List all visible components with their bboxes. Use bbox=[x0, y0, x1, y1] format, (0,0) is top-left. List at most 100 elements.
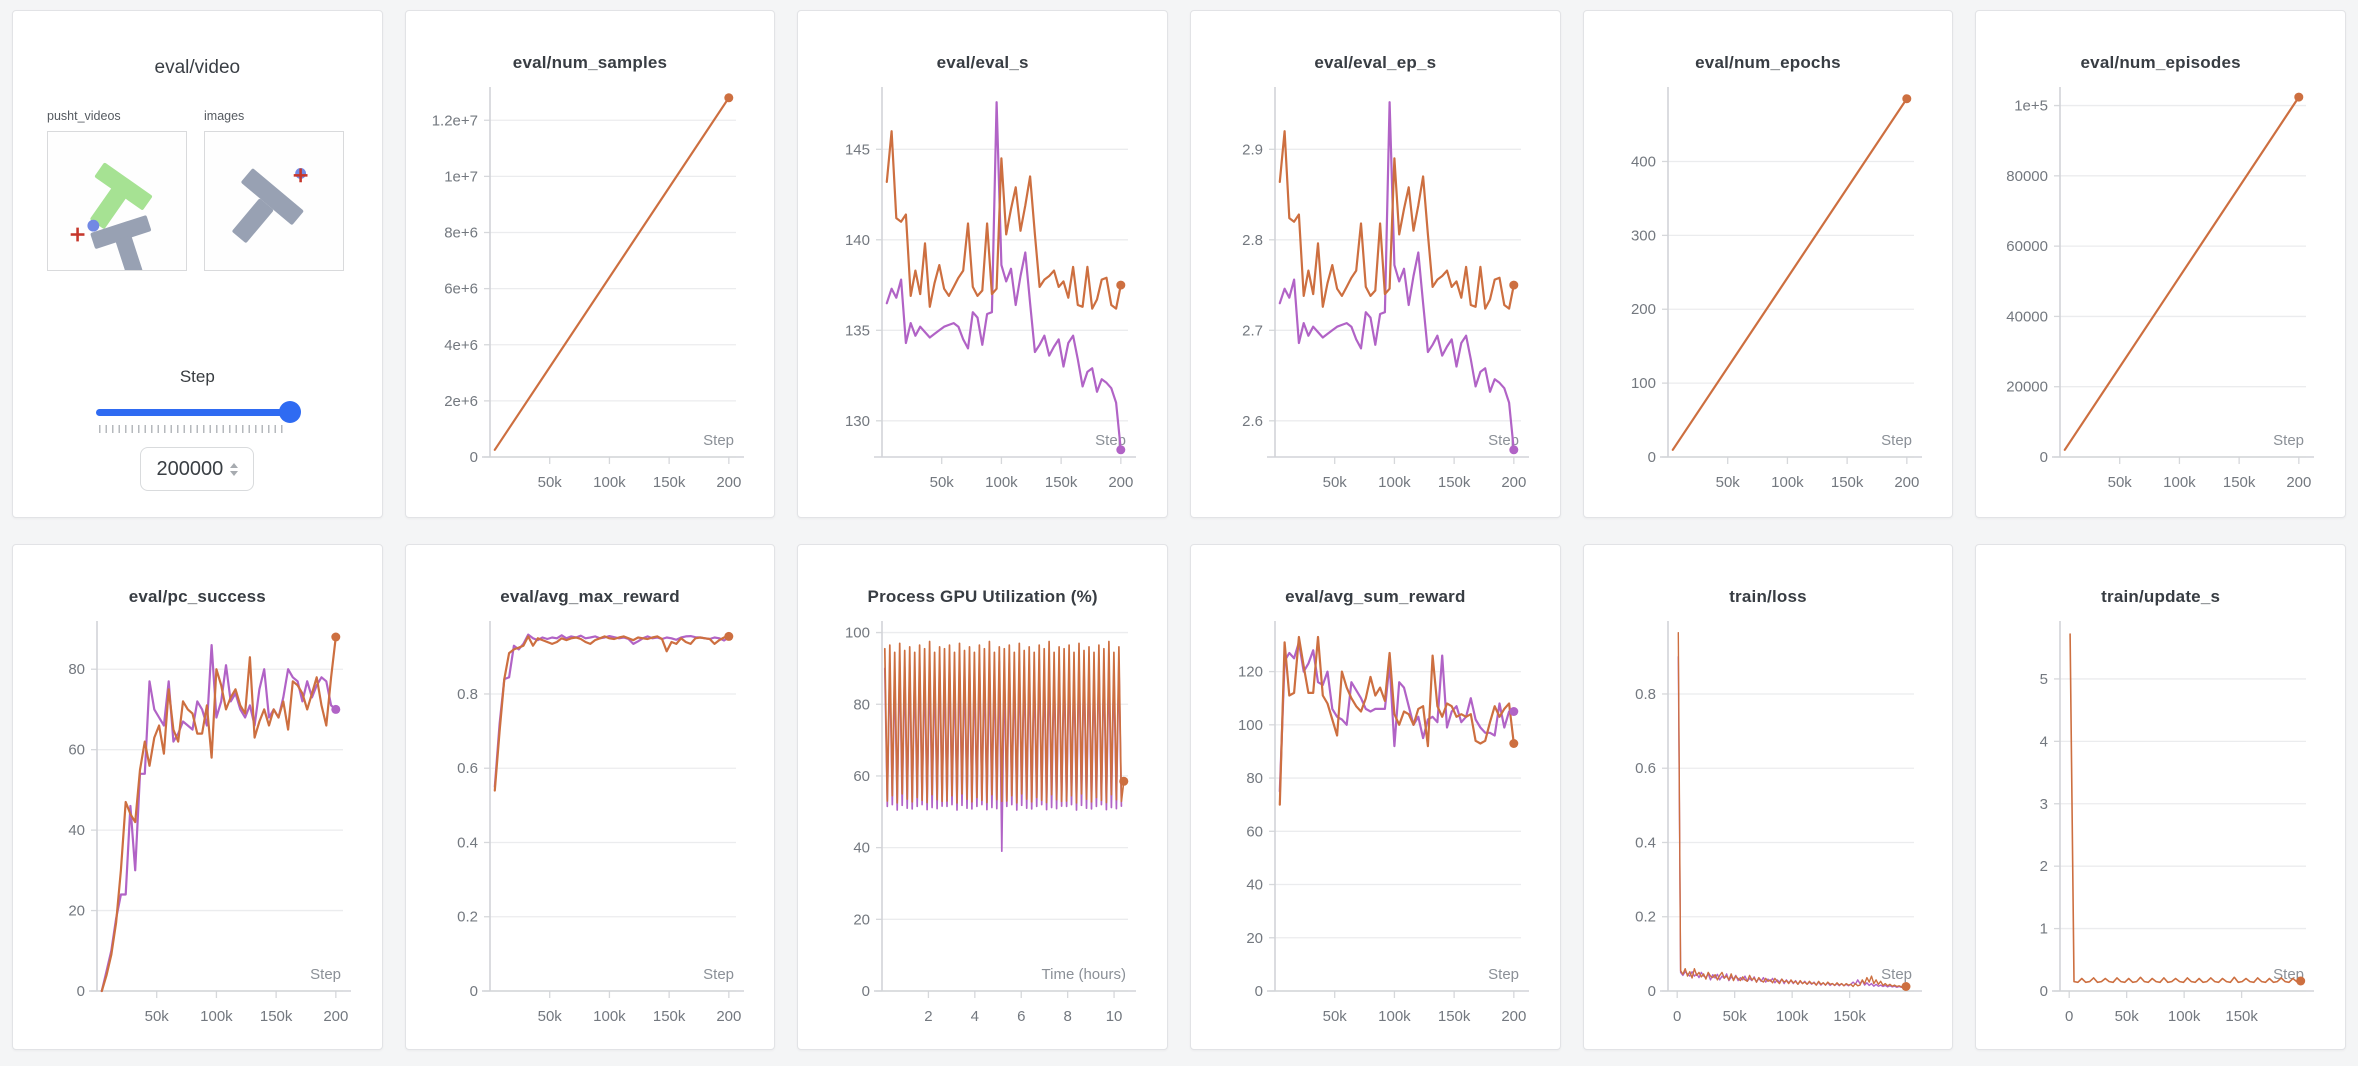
svg-text:100k: 100k bbox=[2163, 474, 2196, 491]
chart-title: eval/num_samples bbox=[512, 53, 668, 72]
stepper-arrows-icon[interactable] bbox=[230, 462, 239, 476]
step-value-input[interactable]: 200000 bbox=[140, 447, 255, 491]
chart-title: Process GPU Utilization (%) bbox=[867, 587, 1098, 606]
media-key-label: images bbox=[204, 109, 245, 123]
media-key-label: pusht_videos bbox=[47, 109, 121, 123]
svg-text:200: 200 bbox=[716, 1008, 741, 1025]
svg-text:20: 20 bbox=[1246, 930, 1263, 947]
panel-process-gpu-utilization: Process GPU Utilization (%) 0 20 40 60 80 100… bbox=[797, 544, 1168, 1050]
svg-text:20: 20 bbox=[68, 903, 85, 920]
svg-text:80000: 80000 bbox=[2007, 168, 2049, 185]
svg-text:Step: Step bbox=[703, 966, 734, 983]
svg-text:2.8: 2.8 bbox=[1242, 232, 1263, 249]
svg-text:400: 400 bbox=[1631, 153, 1656, 170]
svg-text:50k: 50k bbox=[145, 1008, 170, 1025]
chart-canvas[interactable]: 0 0.2 0.4 0.6 0.8 50k 100k 150k 200 Step bbox=[406, 613, 775, 1049]
svg-text:5: 5 bbox=[2040, 671, 2048, 688]
svg-text:40: 40 bbox=[1246, 877, 1263, 894]
slider-track[interactable] bbox=[96, 401, 301, 423]
svg-text:150k: 150k bbox=[2226, 1008, 2259, 1025]
images-thumbnail[interactable] bbox=[204, 131, 344, 271]
panel-title: eval/video bbox=[154, 57, 241, 78]
svg-text:60: 60 bbox=[1246, 823, 1263, 840]
svg-text:200: 200 bbox=[323, 1008, 348, 1025]
svg-text:150k: 150k bbox=[653, 1008, 686, 1025]
media-row: pusht_videos bbox=[47, 109, 344, 276]
media-item: images bbox=[204, 109, 344, 271]
svg-text:0.6: 0.6 bbox=[1635, 760, 1656, 777]
svg-text:50k: 50k bbox=[2115, 1008, 2140, 1025]
svg-text:0.8: 0.8 bbox=[1635, 686, 1656, 703]
svg-text:6e+6: 6e+6 bbox=[444, 281, 478, 298]
chart-canvas[interactable]: 0 20 40 60 80 50k 100k 150k 200 Step bbox=[13, 613, 382, 1049]
svg-text:Step: Step bbox=[1488, 432, 1519, 449]
svg-text:6: 6 bbox=[1017, 1008, 1025, 1025]
svg-text:80: 80 bbox=[68, 661, 85, 678]
svg-text:0: 0 bbox=[1647, 983, 1655, 1000]
pusht-video-thumbnail[interactable] bbox=[47, 131, 187, 276]
chart-canvas[interactable]: 0 20 40 60 80 100 120 50k 100k 150k 200 Step bbox=[1191, 613, 1560, 1049]
step-slider-label: Step bbox=[179, 367, 215, 386]
chart-title: eval/avg_max_reward bbox=[500, 587, 680, 606]
chart-title: eval/eval_ep_s bbox=[1314, 53, 1437, 72]
step-slider[interactable] bbox=[96, 401, 301, 433]
svg-text:Step: Step bbox=[1881, 432, 1912, 449]
chart-title: eval/pc_success bbox=[128, 587, 266, 606]
svg-text:120: 120 bbox=[1238, 664, 1263, 681]
svg-text:100: 100 bbox=[845, 625, 870, 642]
svg-text:Step: Step bbox=[2273, 432, 2304, 449]
svg-text:2.9: 2.9 bbox=[1242, 141, 1263, 158]
svg-text:150k: 150k bbox=[653, 474, 686, 491]
svg-text:3: 3 bbox=[2040, 796, 2048, 813]
chart-canvas[interactable]: 0 0.2 0.4 0.6 0.8 0 50k 100k 150k Step bbox=[1584, 613, 1953, 1049]
chart-canvas[interactable]: 0 20000 40000 60000 80000 1e+5 50k 100k 150k 200 S… bbox=[1976, 79, 2345, 515]
svg-text:50k: 50k bbox=[2108, 474, 2133, 491]
pusht-render-icon bbox=[70, 162, 153, 276]
panel-train-loss: train/loss 0 0.2 0.4 0.6 0.8 0 50k 100k 150k Step bbox=[1582, 544, 1954, 1050]
svg-text:2.6: 2.6 bbox=[1242, 413, 1263, 430]
media-item: pusht_videos bbox=[47, 109, 187, 276]
svg-text:200: 200 bbox=[1501, 1008, 1526, 1025]
chart-canvas[interactable]: 130 135 140 145 50k 100k 150k 200 Step bbox=[798, 79, 1167, 515]
chart-canvas[interactable]: 0 20 40 60 80 100 2 4 6 8 10 Time (hours) bbox=[798, 613, 1167, 1049]
svg-text:2.7: 2.7 bbox=[1242, 322, 1263, 339]
svg-text:100k: 100k bbox=[2168, 1008, 2201, 1025]
chart-canvas[interactable]: 0 2e+6 4e+6 6e+6 8e+6 1e+7 1.2e+7 50k 100k 150k 20… bbox=[406, 79, 775, 515]
slider-ruler bbox=[99, 425, 287, 433]
svg-text:0: 0 bbox=[2040, 983, 2048, 1000]
svg-text:0.4: 0.4 bbox=[1635, 834, 1656, 851]
svg-text:200: 200 bbox=[1631, 301, 1656, 318]
svg-text:150k: 150k bbox=[1831, 474, 1864, 491]
svg-text:2: 2 bbox=[925, 1008, 933, 1025]
svg-text:Step: Step bbox=[310, 966, 341, 983]
chart-canvas[interactable]: 2.6 2.7 2.8 2.9 50k 100k 150k 200 Step bbox=[1191, 79, 1560, 515]
svg-text:0.4: 0.4 bbox=[457, 834, 478, 851]
svg-text:40: 40 bbox=[854, 840, 871, 857]
svg-text:50k: 50k bbox=[537, 1008, 562, 1025]
svg-text:100k: 100k bbox=[1378, 474, 1411, 491]
svg-text:200: 200 bbox=[1109, 474, 1134, 491]
chart-canvas[interactable]: 0 100 200 300 400 50k 100k 150k 200 Step bbox=[1584, 79, 1953, 515]
chart-canvas[interactable]: 0 1 2 3 4 5 0 50k 100k 150k Step bbox=[1976, 613, 2345, 1049]
svg-text:20000: 20000 bbox=[2007, 379, 2049, 396]
panel-eval-eval-s: eval/eval_s 130 135 140 145 50k 100k 150k 200 St… bbox=[797, 10, 1168, 518]
svg-text:0.8: 0.8 bbox=[457, 686, 478, 703]
svg-text:200: 200 bbox=[1894, 474, 1919, 491]
svg-text:0.6: 0.6 bbox=[457, 760, 478, 777]
svg-text:150k: 150k bbox=[260, 1008, 293, 1025]
slider-thumb[interactable] bbox=[279, 401, 301, 423]
svg-text:100k: 100k bbox=[593, 1008, 626, 1025]
svg-text:150k: 150k bbox=[2223, 474, 2256, 491]
svg-text:50k: 50k bbox=[1722, 1008, 1747, 1025]
svg-text:100: 100 bbox=[1631, 375, 1656, 392]
pusht-image-icon bbox=[232, 167, 308, 243]
chart-title: eval/num_episodes bbox=[2080, 53, 2241, 72]
panel-eval-eval-ep-s: eval/eval_ep_s 2.6 2.7 2.8 2.9 50k 100k 150k 20… bbox=[1189, 10, 1561, 518]
svg-text:0: 0 bbox=[469, 983, 477, 1000]
svg-text:0: 0 bbox=[1647, 449, 1655, 466]
svg-text:60: 60 bbox=[68, 742, 85, 759]
svg-text:0: 0 bbox=[1255, 983, 1263, 1000]
svg-text:60000: 60000 bbox=[2007, 238, 2049, 255]
panel-eval-avg-sum-reward: eval/avg_sum_reward 0 20 40 60 80 100 120 50k 10… bbox=[1189, 544, 1561, 1050]
svg-text:1e+7: 1e+7 bbox=[444, 168, 478, 185]
